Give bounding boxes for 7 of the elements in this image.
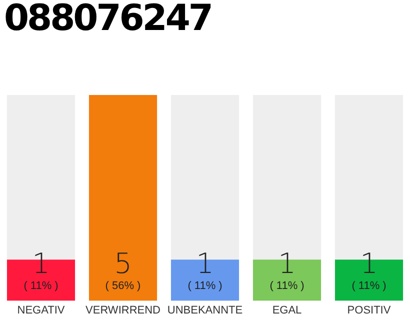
chart-title: 088076247 <box>4 0 212 39</box>
x-tick-label: NEGATIV <box>17 304 66 316</box>
x-tick-label: UNBEKANNTE <box>167 304 243 316</box>
x-tick-label: POSITIV <box>347 304 392 316</box>
x-tick-label: EGAL <box>272 304 302 316</box>
data-label: 5 ( 56% ) <box>105 246 141 292</box>
x-tick-label: VERWIRREND <box>86 304 161 316</box>
